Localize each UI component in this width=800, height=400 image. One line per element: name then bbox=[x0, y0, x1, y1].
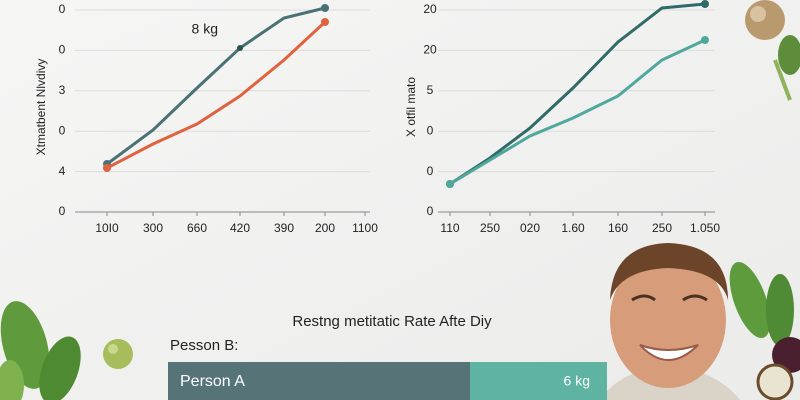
line-series bbox=[105, 20, 327, 170]
end-point bbox=[321, 4, 329, 12]
label-a: Person A bbox=[180, 373, 245, 390]
line-series bbox=[448, 2, 707, 186]
y-tick-label: 0 bbox=[427, 164, 434, 178]
y-tick-label: 20 bbox=[423, 2, 437, 16]
y-tick-label: 0 bbox=[59, 2, 66, 16]
vegetable-bottom-left bbox=[0, 301, 133, 400]
line-series bbox=[105, 6, 327, 166]
footer-title: Restng metitatic Rate Afte Diy bbox=[292, 313, 492, 330]
x-tick-label: 020 bbox=[520, 221, 540, 235]
vegetable-bottom-right bbox=[729, 262, 800, 400]
end-point bbox=[446, 180, 454, 188]
x-tick-label: 1.60 bbox=[561, 221, 585, 235]
y-axis-title: Xtmatbent Nlvdivy bbox=[34, 59, 48, 156]
x-tick-label: 250 bbox=[652, 221, 672, 235]
y-tick-label: 3 bbox=[59, 83, 66, 97]
vegetable-top-right bbox=[745, 0, 800, 101]
end-point bbox=[701, 36, 709, 44]
y-tick-label: 0 bbox=[427, 204, 434, 218]
y-tick-label: 20 bbox=[423, 43, 437, 57]
y-tick-label: 5 bbox=[427, 83, 434, 97]
end-point bbox=[701, 0, 709, 8]
annotation: 8 kg bbox=[192, 21, 218, 37]
annotation-point bbox=[237, 45, 243, 51]
x-tick-label: 200 bbox=[315, 221, 335, 235]
y-tick-label: 0 bbox=[427, 123, 434, 137]
label-b: Pesson B: bbox=[170, 337, 238, 354]
x-tick-label: 160 bbox=[608, 221, 628, 235]
x-tick-label: 660 bbox=[187, 221, 207, 235]
bar-a bbox=[168, 362, 470, 400]
line-series bbox=[448, 38, 707, 186]
y-tick-label: 4 bbox=[59, 164, 66, 178]
x-tick-label: 300 bbox=[143, 221, 163, 235]
x-tick-label: 1100 bbox=[352, 221, 378, 235]
y-tick-label: 0 bbox=[59, 43, 66, 57]
end-point bbox=[103, 164, 111, 172]
x-tick-label: 420 bbox=[230, 221, 250, 235]
y-tick-label: 0 bbox=[59, 204, 66, 218]
x-tick-label: 10I0 bbox=[95, 221, 119, 235]
x-tick-label: 250 bbox=[480, 221, 500, 235]
x-tick-label: 390 bbox=[274, 221, 294, 235]
bar-b bbox=[470, 362, 607, 400]
y-axis-title: X otfil mato bbox=[404, 77, 418, 137]
x-tick-label: 110 bbox=[440, 221, 459, 235]
x-tick-label: 1.050 bbox=[690, 221, 720, 235]
y-tick-label: 0 bbox=[59, 123, 66, 137]
person-photo bbox=[600, 243, 740, 400]
end-point bbox=[321, 18, 329, 26]
value-label: 6 kg bbox=[564, 373, 590, 389]
